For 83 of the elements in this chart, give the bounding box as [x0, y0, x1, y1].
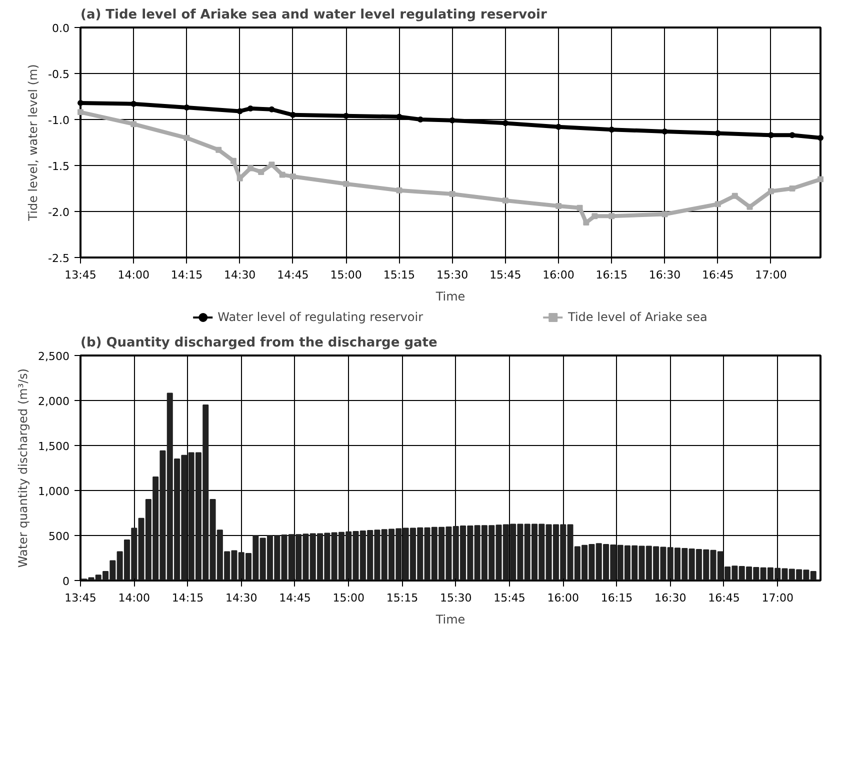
- point: [216, 146, 222, 153]
- x-tick-label: 16:30: [654, 592, 686, 604]
- point: [449, 117, 456, 124]
- x-tick-label: 14:45: [277, 268, 309, 282]
- point: [714, 201, 721, 208]
- x-tick-label: 14:00: [118, 592, 150, 604]
- x-tick-label: 16:15: [596, 268, 628, 282]
- x-tick-label: 17:00: [755, 268, 787, 282]
- x-tick-label: 14:00: [118, 268, 150, 282]
- point: [230, 158, 236, 164]
- point: [343, 180, 350, 187]
- y-tick-label: -2.5: [48, 252, 70, 265]
- y-tick-label: 500: [48, 530, 70, 543]
- x-tick-label: 16:00: [542, 268, 574, 282]
- x-tick-label: 14:15: [172, 592, 204, 604]
- x-axis-title: Time: [434, 290, 466, 304]
- y-tick-label: -0.5: [48, 68, 70, 81]
- point: [247, 165, 254, 172]
- y-axis-title: Water quantity discharged (m³/s): [16, 368, 30, 568]
- x-tick-label: 15:00: [332, 592, 364, 604]
- point: [502, 197, 508, 204]
- point: [608, 213, 615, 220]
- x-tick-label: 16:45: [708, 592, 740, 604]
- y-axis-title: Tide level, water level (m): [26, 64, 40, 222]
- x-tick-label: 13:45: [64, 268, 96, 282]
- chart-title: (a) Tide level of Ariake sea and water level regulating reservoir: [80, 8, 548, 22]
- x-tick-label: 16:00: [547, 592, 579, 604]
- y-tick-label: 1,000: [38, 485, 70, 498]
- legend-label: Water level of regulating reservoir: [218, 310, 423, 324]
- x-tick-label: 14:45: [279, 592, 311, 604]
- x-tick-label: 16:15: [600, 592, 633, 604]
- point: [78, 109, 84, 116]
- x-axis-title: Time: [434, 612, 466, 626]
- legend-label: Tide level of Ariake sea: [568, 310, 708, 324]
- point: [290, 112, 296, 118]
- point: [732, 192, 738, 199]
- x-tick-label: 15:30: [436, 268, 468, 282]
- y-tick-label: 0: [62, 575, 70, 588]
- x-tick-label: 15:45: [490, 268, 522, 282]
- chart-title: (b) Quantity discharged from the discharge gate: [80, 336, 438, 350]
- y-tick-label: -1.5: [48, 160, 70, 173]
- point: [396, 187, 402, 194]
- x-tick-label: 16:45: [702, 268, 734, 282]
- x-tick-label: 15:30: [440, 592, 472, 604]
- y-tick-label: -2.0: [48, 206, 70, 219]
- point: [290, 174, 296, 180]
- y-tick-label: 2,000: [38, 395, 70, 408]
- point: [247, 105, 254, 112]
- point: [184, 104, 190, 111]
- x-tick-label: 14:30: [226, 592, 258, 604]
- point: [746, 204, 753, 210]
- point: [818, 176, 824, 182]
- y-tick-label: 1,500: [38, 440, 70, 453]
- point: [818, 134, 824, 141]
- x-tick-label: 15:15: [386, 592, 418, 604]
- y-tick-label: -1.0: [48, 114, 70, 127]
- point: [662, 211, 668, 218]
- point: [184, 134, 190, 141]
- point: [768, 188, 774, 194]
- x-tick-label: 15:15: [383, 268, 416, 282]
- point: [236, 175, 243, 182]
- x-tick-label: 17:00: [762, 592, 794, 604]
- point: [789, 186, 796, 192]
- y-tick-label: 0.0: [52, 22, 70, 35]
- point: [789, 132, 796, 138]
- x-tick-label: 14:15: [170, 268, 203, 282]
- point: [662, 128, 668, 134]
- point: [258, 168, 264, 175]
- y-tick-label: 2,500: [38, 350, 70, 363]
- point: [449, 191, 456, 198]
- point: [556, 202, 562, 209]
- x-tick-label: 13:45: [64, 592, 96, 604]
- x-tick-label: 14:30: [224, 268, 256, 282]
- x-tick-label: 15:00: [330, 268, 362, 282]
- point: [130, 121, 137, 128]
- x-tick-label: 15:45: [494, 592, 526, 604]
- point: [268, 162, 275, 168]
- point: [592, 213, 598, 220]
- point: [576, 204, 583, 211]
- point: [268, 106, 275, 112]
- point: [78, 100, 84, 106]
- point: [279, 172, 286, 178]
- x-tick-label: 16:30: [648, 268, 681, 282]
